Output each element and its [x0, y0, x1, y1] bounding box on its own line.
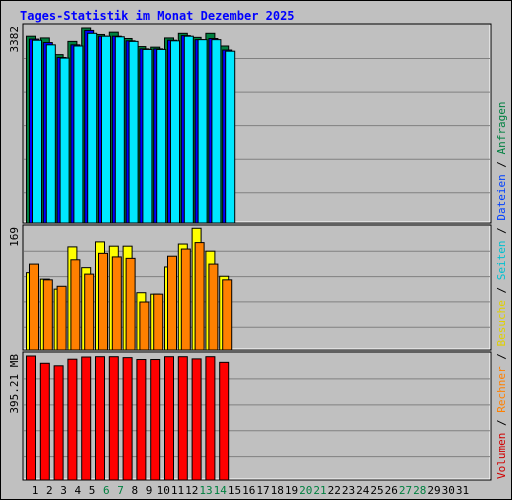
- bar-seiten-day-7: [114, 36, 125, 224]
- y-max-label: 3382: [8, 26, 21, 53]
- bar-seiten-day-2: [45, 44, 56, 224]
- bar-rechner-day-13: [194, 242, 205, 351]
- x-tick-label: 23: [342, 484, 355, 497]
- legend-item-anfragen: Anfragen: [495, 101, 508, 154]
- bar-seiten-day-5: [87, 32, 98, 224]
- bar-rechner-day-1: [29, 263, 39, 351]
- x-tick-label: 12: [185, 484, 198, 497]
- legend-separator: /: [495, 280, 508, 300]
- bar-rechner-day-3: [56, 285, 67, 351]
- bar-seiten-day-3: [59, 57, 70, 224]
- legend-item-volumen: Volumen: [495, 433, 508, 479]
- x-tick-label: 4: [74, 484, 81, 497]
- bar-volumen-day-2: [39, 362, 50, 481]
- bar-volumen-day-3: [53, 365, 64, 481]
- bar-volumen-day-14: [205, 356, 216, 481]
- bar-seiten-day-6: [101, 35, 111, 224]
- bar-volumen-day-1: [26, 355, 36, 481]
- bar-rechner-day-7: [111, 256, 122, 351]
- bar-volumen-day-13: [191, 358, 202, 481]
- bar-volumen-day-12: [177, 356, 188, 481]
- x-tick-label: 30: [442, 484, 455, 497]
- x-tick-label: 27: [399, 484, 412, 497]
- y-max-label: 395.21 MB: [8, 354, 21, 414]
- bar-seiten-day-1: [32, 39, 42, 224]
- bar-rechner-day-10: [153, 293, 164, 351]
- bar-rechner-day-12: [180, 248, 191, 351]
- legend-item-rechner: Rechner: [495, 366, 508, 413]
- x-tick-label: 5: [89, 484, 96, 497]
- bar-volumen-day-15: [219, 361, 230, 481]
- bar-seiten-day-11: [170, 40, 180, 224]
- bar-rechner-day-4: [70, 259, 81, 351]
- bar-rechner-day-6: [98, 252, 108, 351]
- bar-seiten-day-13: [197, 39, 208, 224]
- legend-separator: /: [495, 221, 508, 241]
- panel-volume: [22, 351, 492, 481]
- bar-seiten-day-12: [183, 35, 194, 224]
- legend-separator: /: [495, 154, 508, 174]
- bar-volumen-day-5: [81, 356, 92, 481]
- bar-rechner-day-2: [42, 279, 53, 351]
- x-tick-label: 26: [385, 484, 398, 497]
- bar-volumen-day-6: [95, 356, 105, 481]
- chart-title: Tages-Statistik im Monat Dezember 2025: [20, 9, 295, 23]
- bar-volumen-day-4: [67, 358, 78, 481]
- bar-volumen-day-11: [164, 356, 174, 481]
- bar-seiten-day-9: [142, 48, 153, 224]
- x-tick-label: 11: [171, 484, 184, 497]
- x-tick-label: 15: [228, 484, 241, 497]
- x-tick-label: 1: [32, 484, 39, 497]
- x-tick-label: 28: [413, 484, 426, 497]
- legend: Volumen / Rechner / Besuche / Seiten / D…: [495, 101, 508, 479]
- x-tick-label: 20: [299, 484, 312, 497]
- bar-volumen-day-10: [150, 359, 161, 481]
- x-tick-label: 6: [103, 484, 110, 497]
- bar-volumen-day-8: [122, 357, 133, 481]
- bar-rechner-day-9: [139, 301, 150, 351]
- bar-seiten-day-4: [73, 45, 84, 224]
- x-tick-label: 9: [146, 484, 153, 497]
- legend-item-seiten: Seiten: [495, 241, 508, 281]
- bar-seiten-day-14: [211, 39, 222, 224]
- bar-seiten-day-10: [156, 48, 167, 224]
- bar-volumen-day-9: [136, 359, 147, 481]
- x-tick-label: 7: [117, 484, 124, 497]
- bar-rechner-day-15: [222, 279, 233, 351]
- x-tick-label: 21: [313, 484, 326, 497]
- y-max-label: 169: [8, 227, 21, 247]
- x-tick-label: 14: [214, 484, 228, 497]
- x-tick-label: 17: [256, 484, 269, 497]
- bar-volumen-day-7: [108, 356, 119, 481]
- x-tick-label: 3: [60, 484, 67, 497]
- x-tick-label: 29: [427, 484, 440, 497]
- bar-rechner-day-11: [167, 255, 177, 351]
- x-tick-label: 13: [199, 484, 212, 497]
- legend-item-dateien: Dateien: [495, 174, 508, 220]
- bar-seiten-day-8: [128, 40, 139, 224]
- legend-separator: /: [495, 347, 508, 367]
- bar-rechner-day-5: [84, 273, 95, 351]
- x-tick-label: 24: [356, 484, 370, 497]
- legend-separator: /: [495, 413, 508, 433]
- x-tick-label: 10: [157, 484, 170, 497]
- x-tick-label: 31: [456, 484, 469, 497]
- bar-rechner-day-14: [208, 263, 219, 351]
- legend-item-besuche: Besuche: [495, 300, 508, 346]
- bar-rechner-day-8: [125, 257, 136, 351]
- x-tick-label: 8: [131, 484, 138, 497]
- x-tick-label: 2: [46, 484, 53, 497]
- x-tick-label: 16: [242, 484, 255, 497]
- bar-seiten-day-15: [225, 50, 236, 224]
- x-tick-label: 22: [328, 484, 341, 497]
- x-tick-label: 18: [271, 484, 284, 497]
- x-tick-label: 25: [370, 484, 383, 497]
- x-tick-label: 19: [285, 484, 298, 497]
